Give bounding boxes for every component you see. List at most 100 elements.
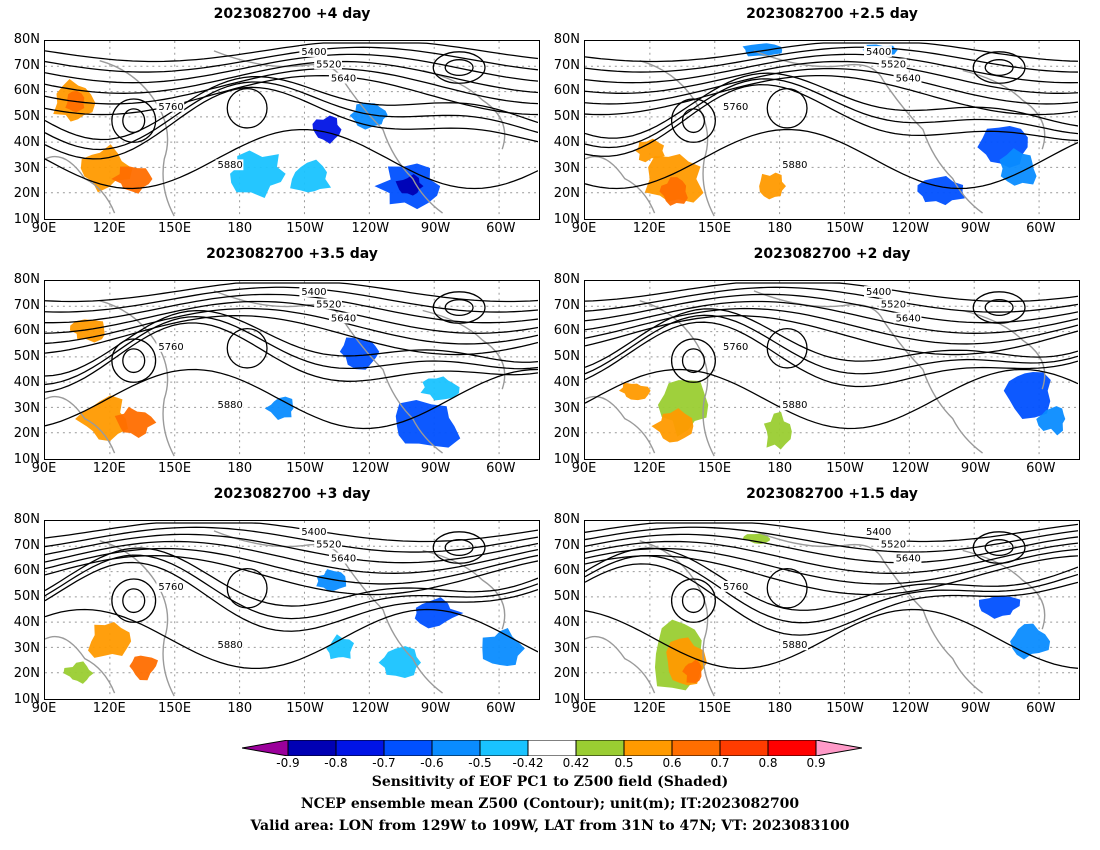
panel-title: 2023082700 +4 day — [213, 6, 371, 22]
contour-label: 5640 — [896, 554, 921, 565]
lon-label: 180 — [227, 461, 253, 476]
contour-label: 5520 — [316, 59, 341, 70]
colorbar-swatch — [623, 739, 673, 757]
colorbar-tick-label: -0.8 — [324, 756, 348, 770]
contour-label: 5640 — [331, 554, 356, 565]
lat-label: 70N — [13, 297, 40, 313]
contour-label: 5880 — [782, 640, 807, 651]
contour-label: 5760 — [723, 102, 748, 113]
colorbar-swatch — [767, 739, 817, 757]
lon-label: 90E — [31, 461, 57, 476]
lon-label: 90E — [31, 221, 57, 236]
lon-label: 90W — [420, 221, 451, 236]
sensitivity-shading — [63, 569, 525, 684]
lon-label: 90E — [31, 701, 57, 716]
caption-line-1: Sensitivity of EOF PC1 to Z500 field (Sh… — [371, 774, 729, 790]
lon-label: 120E — [632, 461, 666, 476]
map-panel: 5400 5520 5640 5760 5880 — [584, 280, 1080, 460]
caption-line-3: Valid area: LON from 129W to 109W, LAT f… — [250, 818, 850, 834]
map-panel: 5400 5520 5640 5760 5880 — [584, 520, 1080, 700]
sensitivity-shading — [654, 533, 1051, 691]
lat-label: 50N — [13, 109, 40, 125]
contour-label: 5880 — [218, 640, 243, 651]
lat-label: 30N — [13, 160, 40, 176]
contour-label: 5640 — [896, 74, 921, 85]
lat-label: 50N — [553, 109, 580, 125]
lat-label: 50N — [13, 349, 40, 365]
lon-label: 60W — [1026, 461, 1056, 476]
lon-label: 150W — [286, 221, 324, 236]
contour-label: 5880 — [218, 400, 243, 411]
colorbar-swatch — [575, 739, 625, 757]
lon-label: 150W — [286, 701, 324, 716]
contour-label: 5880 — [218, 160, 243, 171]
z500-contours — [45, 522, 538, 670]
lon-label: 120W — [891, 461, 930, 476]
colorbar-tick-label: -0.9 — [276, 756, 300, 770]
lat-label: 20N — [553, 666, 580, 682]
contour-label: 5760 — [158, 342, 183, 353]
lon-label: 90W — [960, 461, 991, 476]
map-panel: 5400 5520 5640 5760 5880 — [584, 40, 1080, 220]
lon-label: 150E — [158, 461, 192, 476]
colorbar-swatch — [431, 739, 481, 757]
lat-label: 70N — [553, 537, 580, 553]
lat-label: 50N — [553, 349, 580, 365]
lon-label: 180 — [227, 221, 253, 236]
lat-label: 50N — [13, 589, 40, 605]
lat-label: 20N — [13, 186, 40, 202]
lat-label: 30N — [553, 400, 580, 416]
sensitivity-shading — [69, 319, 461, 448]
contour-label: 5760 — [158, 102, 183, 113]
colorbar-tick-label: 0.42 — [562, 756, 590, 770]
lon-label: 90W — [420, 701, 451, 716]
lon-label: 180 — [767, 461, 793, 476]
colorbar-tick-label: 0.8 — [758, 756, 778, 770]
colorbar-tick-label: 0.7 — [710, 756, 730, 770]
panel-title: 2023082700 +2.5 day — [746, 6, 918, 22]
lon-label: 90E — [571, 221, 597, 236]
lat-label: 40N — [553, 134, 580, 150]
panel-title: 2023082700 +1.5 day — [746, 486, 918, 502]
lon-label: 150W — [286, 461, 324, 476]
lon-label: 150E — [698, 701, 732, 716]
contour-label: 5520 — [316, 299, 341, 310]
lat-label: 20N — [13, 666, 40, 682]
lon-label: 150E — [158, 221, 192, 236]
sensitivity-shading — [618, 372, 1066, 450]
colorbar-high-end — [815, 739, 863, 757]
lon-label: 60W — [486, 701, 516, 716]
contour-label: 5520 — [881, 539, 906, 550]
lat-label: 60N — [553, 83, 580, 99]
lat-label: 60N — [553, 563, 580, 579]
contour-label: 5400 — [866, 47, 891, 58]
contour-label: 5640 — [896, 314, 921, 325]
colorbar-swatch — [671, 739, 721, 757]
contour-label: 5760 — [723, 582, 748, 593]
lat-label: 10N — [13, 212, 40, 227]
colorbar: -0.9 -0.8 -0.7 -0.6 -0.5 -0.42 0.42 0.5 0.6 0.7 0.… — [241, 739, 863, 770]
lat-label: 40N — [553, 374, 580, 390]
caption-line-2: NCEP ensemble mean Z500 (Contour); unit(… — [300, 796, 800, 812]
contour-label: 5520 — [881, 299, 906, 310]
lat-label: 50N — [553, 589, 580, 605]
lon-label: 120E — [92, 701, 126, 716]
colorbar-tick-label: 0.6 — [662, 756, 682, 770]
lat-label: 60N — [553, 323, 580, 339]
lat-label: 80N — [553, 32, 580, 47]
colorbar-swatch — [719, 739, 769, 757]
lat-label: 70N — [553, 297, 580, 313]
colorbar-tick-label: 0.5 — [614, 756, 634, 770]
lat-label: 30N — [553, 160, 580, 176]
colorbar-tick-label: -0.42 — [512, 756, 544, 770]
panel-title: 2023082700 +2 day — [753, 246, 911, 262]
lat-label: 80N — [13, 512, 40, 527]
map-panel: 5400 5520 5640 5760 5880 — [44, 280, 540, 460]
contour-label: 5760 — [723, 342, 748, 353]
lat-label: 70N — [13, 537, 40, 553]
lat-label: 40N — [13, 134, 40, 150]
colorbar-swatch — [479, 739, 529, 757]
lat-label: 10N — [553, 452, 580, 467]
contour-label: 5640 — [331, 314, 356, 325]
colorbar-swatch — [287, 739, 337, 757]
